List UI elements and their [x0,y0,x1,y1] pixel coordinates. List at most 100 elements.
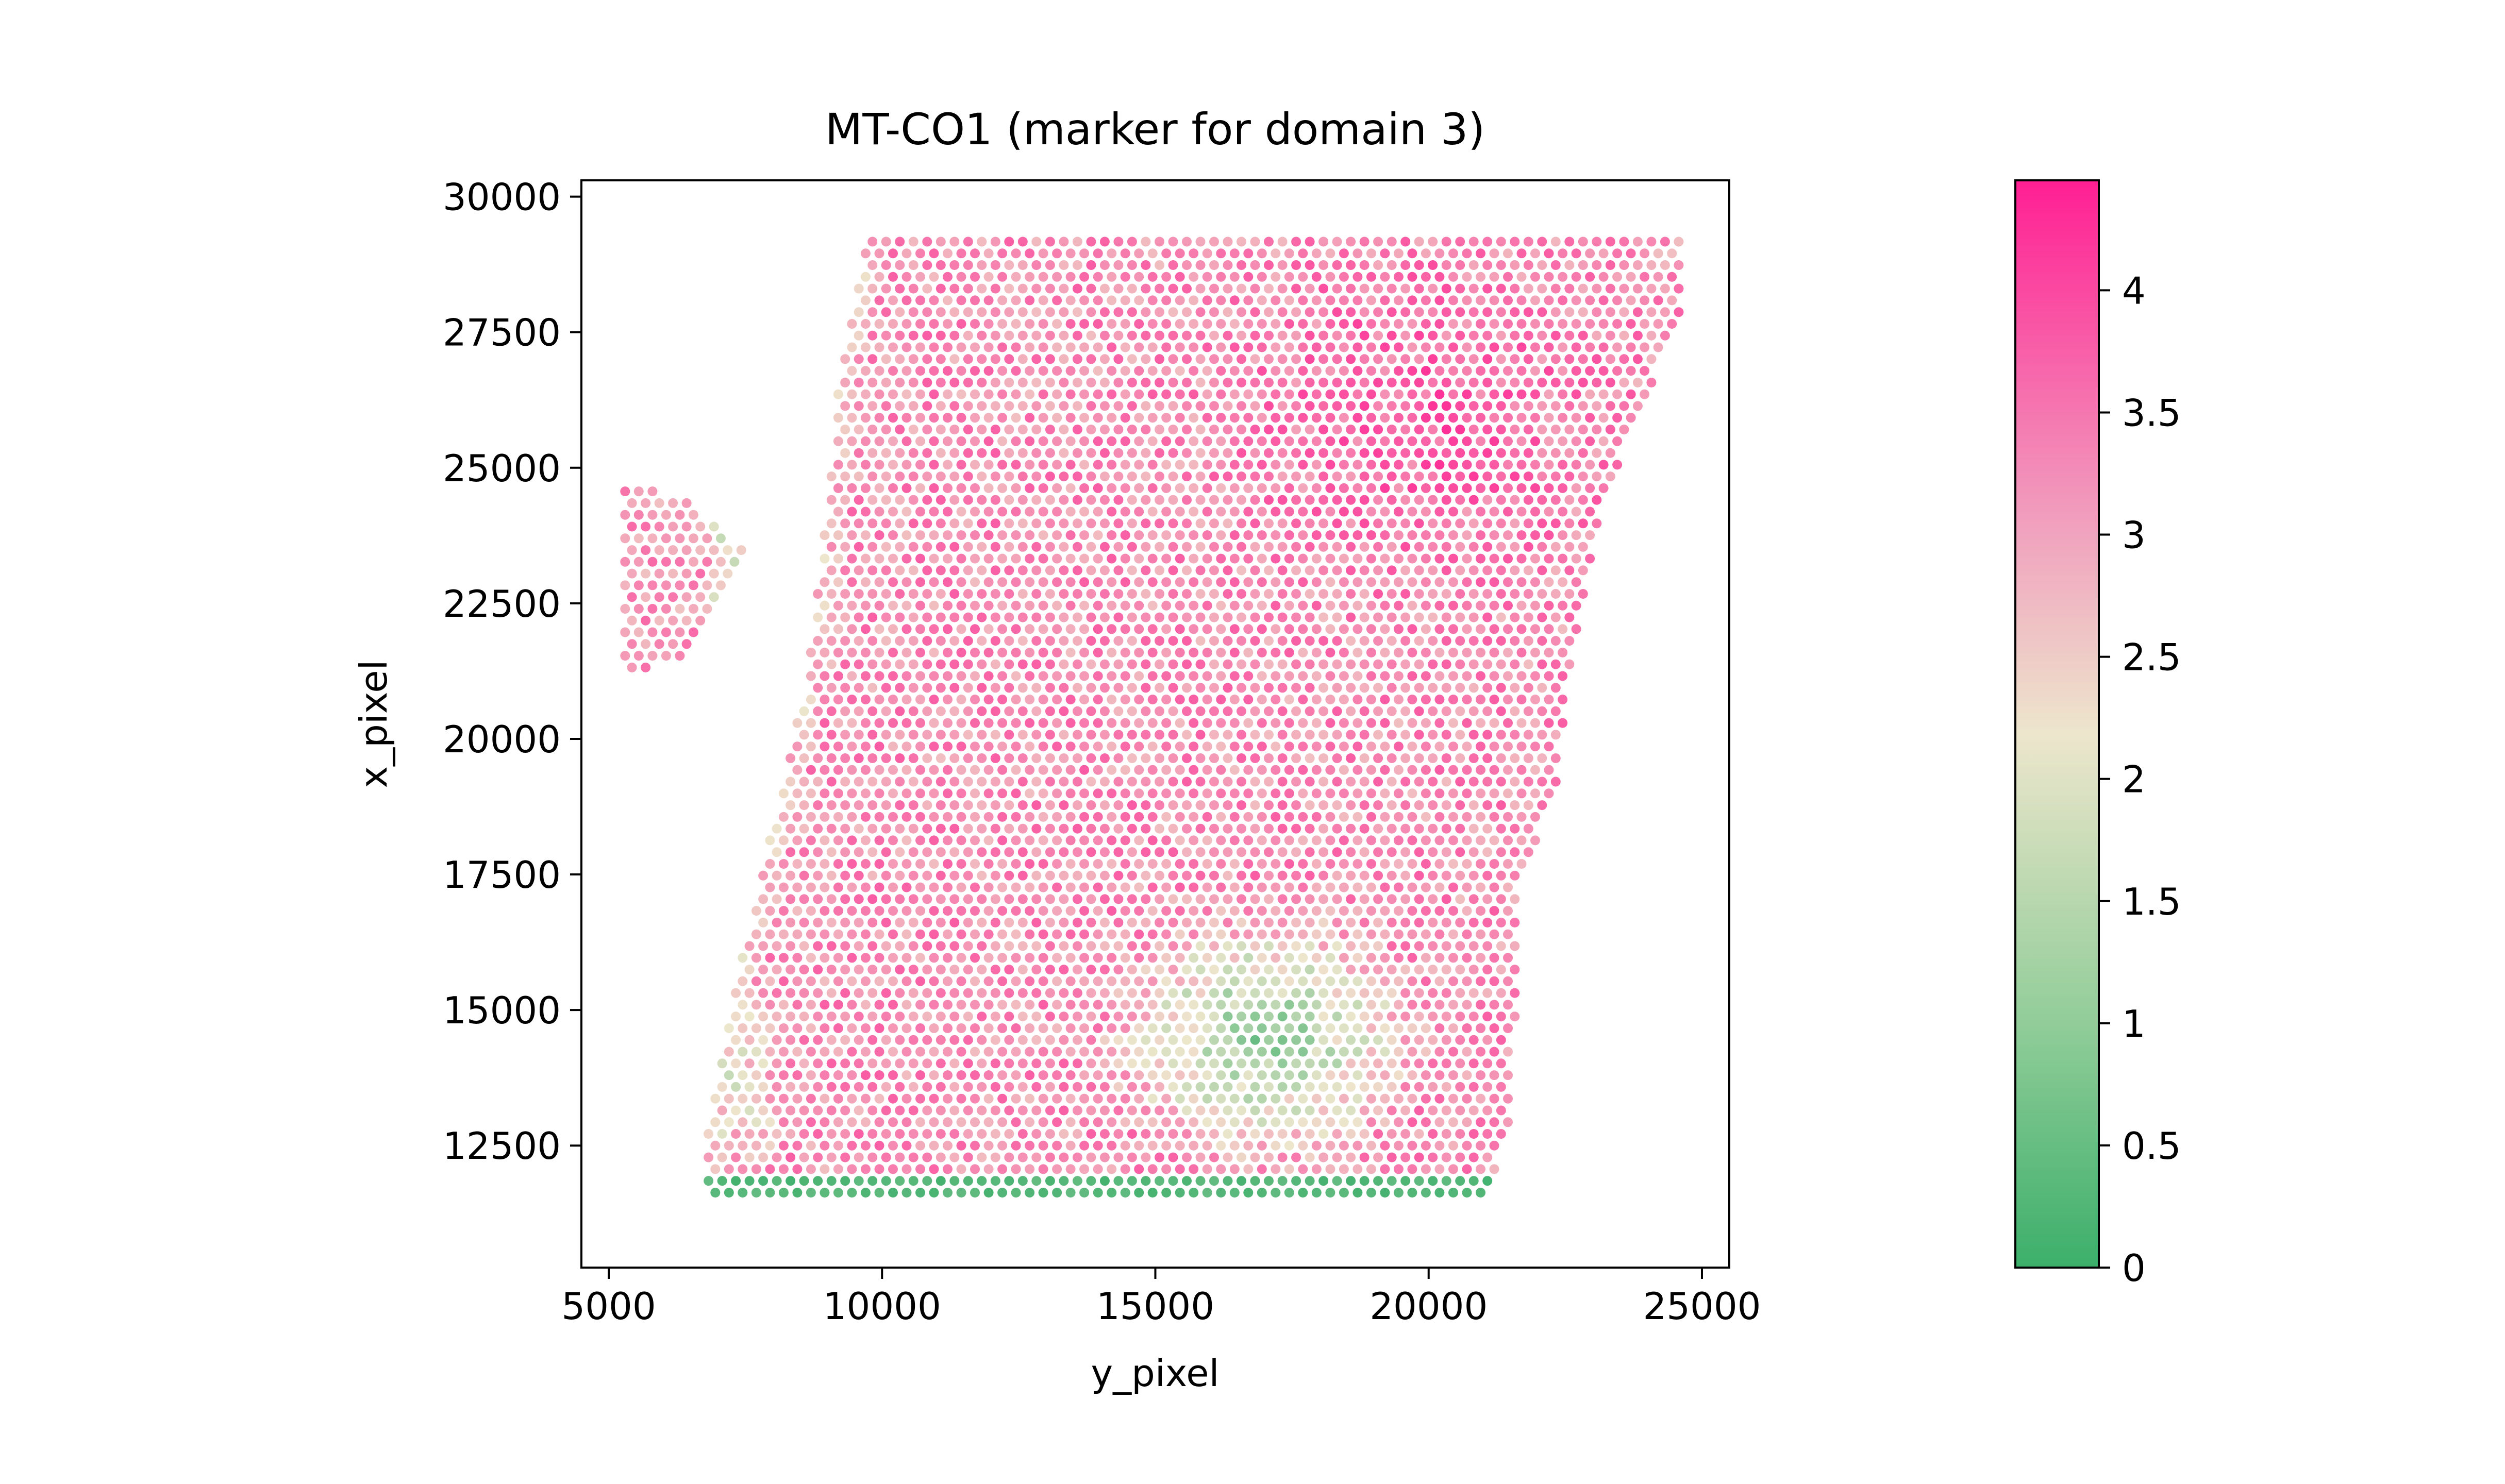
spot [1168,283,1178,294]
spot [1550,237,1561,247]
spot [1550,377,1561,387]
spot [1038,577,1048,587]
spot [1017,518,1028,529]
spot [744,941,755,951]
spot [1305,1082,1315,1092]
spot [1298,600,1308,611]
spot [983,530,994,541]
spot [1523,518,1533,529]
spot [1318,636,1329,646]
spot [1496,777,1506,787]
spot [1229,741,1240,752]
spot [1257,859,1267,869]
spot [1612,389,1623,399]
spot [1120,295,1130,306]
spot [1127,471,1137,482]
spot [1004,330,1014,341]
spot [806,741,816,752]
spot [1339,248,1349,259]
spot [1339,624,1349,634]
spot [1503,295,1513,306]
spot [1619,260,1629,270]
spot [778,906,789,916]
spot [888,929,898,939]
spot [1250,870,1260,881]
spot [1400,1176,1411,1186]
spot [1086,965,1096,975]
spot [826,730,837,740]
spot [744,965,755,975]
spot [1038,835,1048,846]
spot [929,272,939,282]
spot [1373,1152,1383,1162]
spot [1332,495,1342,505]
spot [792,1047,803,1057]
spot [758,917,769,927]
spot [1516,530,1527,541]
spot [1277,448,1288,458]
spot [1120,530,1130,541]
spot [1141,1058,1151,1069]
spot [1311,624,1322,634]
spot [1168,425,1178,434]
spot [1141,636,1151,646]
spot [1407,835,1417,846]
spot [943,248,953,259]
spot [1038,530,1048,541]
spot [1366,624,1376,634]
spot [881,753,891,763]
spot [1216,577,1226,587]
spot [1434,1164,1445,1174]
spot [840,401,850,411]
spot [731,1035,741,1045]
spot [1099,777,1110,787]
spot [1189,1093,1199,1104]
spot [1025,976,1035,986]
spot [956,788,966,799]
spot [1558,647,1568,657]
spot [1311,882,1322,892]
spot [963,518,973,529]
spot [854,1035,864,1045]
spot [1393,1093,1404,1104]
spot [922,354,932,364]
spot [1147,835,1158,846]
spot [1099,307,1110,317]
spot [1537,659,1547,669]
spot [1318,565,1329,576]
spot [1339,1070,1349,1081]
spot [731,988,741,998]
spot [1537,425,1547,434]
spot [908,518,918,529]
spot [1516,788,1527,799]
spot [1011,1117,1021,1127]
spot [1400,330,1411,341]
spot [1489,835,1499,846]
spot [1086,941,1096,951]
spot [1305,237,1315,247]
spot [1291,471,1301,482]
spot [1264,471,1274,482]
spot [1052,812,1062,822]
spot [1530,342,1540,352]
spot [1223,589,1233,599]
spot [1318,1082,1329,1092]
spot [881,941,891,951]
spot [1380,1070,1390,1081]
spot [1168,401,1178,411]
spot [1284,1188,1294,1198]
spot [1175,460,1185,470]
spot [915,1164,925,1174]
spot [1298,718,1308,728]
spot [1537,612,1547,622]
spot [1441,1011,1451,1022]
spot [826,870,837,881]
spot [943,413,953,423]
spot [1052,389,1062,399]
spot [1284,1117,1294,1127]
spot [1448,436,1458,446]
spot [1243,976,1254,986]
spot [1414,1105,1424,1116]
spot [1366,553,1376,564]
spot [1311,1188,1322,1198]
